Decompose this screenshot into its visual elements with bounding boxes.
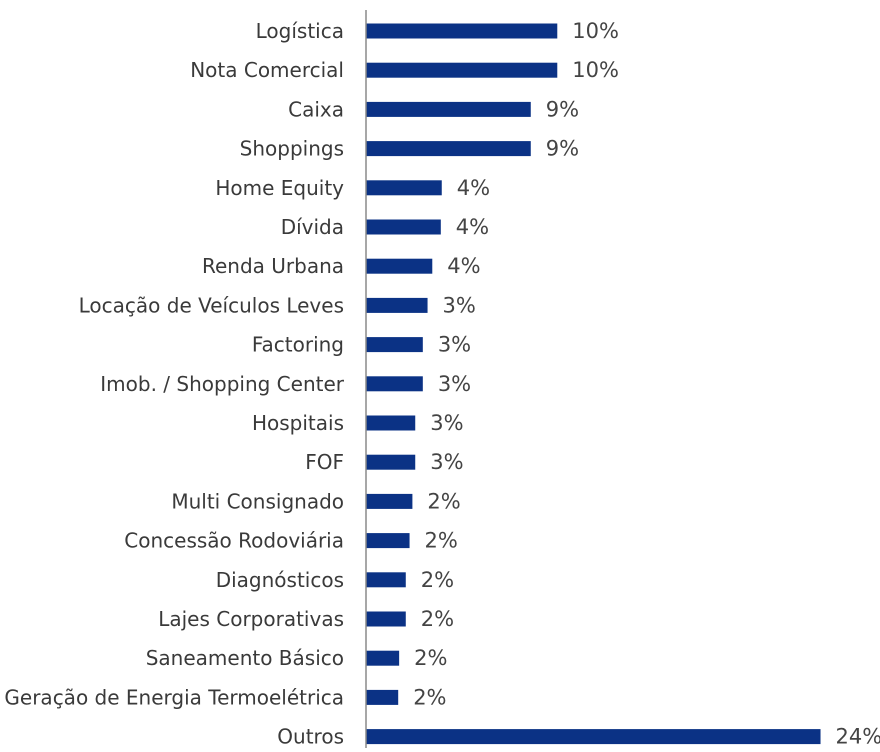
category-label-geracao-de-energia-termoeletrica: Geração de Energia Termoelétrica bbox=[4, 685, 344, 709]
category-label-multi-consignado: Multi Consignado bbox=[171, 489, 344, 513]
category-labels: Logística Nota Comercial Caixa Shoppings Hom… bbox=[4, 19, 344, 749]
bar-multi-consignado bbox=[366, 493, 413, 509]
category-label-diagnosticos: Diagnósticos bbox=[216, 568, 344, 592]
value-label-nota-comercial: 10% bbox=[572, 58, 619, 82]
category-label-factoring: Factoring bbox=[252, 333, 344, 357]
bar-hospitais bbox=[366, 415, 416, 431]
bar-caixa bbox=[366, 101, 531, 117]
category-label-saneamento-basico: Saneamento Básico bbox=[146, 646, 344, 670]
value-label-fof: 3% bbox=[430, 450, 463, 474]
bar-renda-urbana bbox=[366, 258, 433, 274]
value-label-hospitais: 3% bbox=[430, 411, 463, 435]
bar-imob-shopping-center bbox=[366, 376, 423, 392]
bar-factoring bbox=[366, 337, 423, 353]
bar-outros bbox=[366, 729, 821, 745]
category-label-hospitais: Hospitais bbox=[252, 411, 344, 435]
value-label-concessao-rodoviaria: 2% bbox=[425, 529, 458, 553]
value-labels: 10% 10% 9% 9% 4% 4% 4% 3% 3% 3% 3% 3% 2% 2% 2% 2% 2% 2% 24… bbox=[413, 19, 880, 749]
category-label-nota-comercial: Nota Comercial bbox=[190, 58, 344, 82]
bar-geracao-de-energia-termoeletrica bbox=[366, 689, 399, 705]
value-label-outros: 24% bbox=[836, 725, 880, 748]
value-label-lajes-corporativas: 2% bbox=[421, 607, 454, 631]
bar-diagnosticos bbox=[366, 572, 406, 588]
bar-fof bbox=[366, 454, 416, 470]
value-label-logistica: 10% bbox=[572, 19, 619, 43]
category-label-shoppings: Shoppings bbox=[240, 137, 344, 161]
value-label-saneamento-basico: 2% bbox=[414, 646, 447, 670]
category-label-outros: Outros bbox=[277, 725, 344, 748]
value-label-home-equity: 4% bbox=[457, 176, 490, 200]
category-label-home-equity: Home Equity bbox=[215, 176, 344, 200]
value-label-locacao-de-veiculos-leves: 3% bbox=[443, 293, 476, 317]
bar-logistica bbox=[366, 23, 558, 39]
category-label-divida: Dívida bbox=[281, 215, 344, 239]
value-label-shoppings: 9% bbox=[546, 137, 579, 161]
bar-divida bbox=[366, 219, 441, 235]
bar-shoppings bbox=[366, 141, 531, 157]
category-label-fof: FOF bbox=[305, 450, 344, 474]
value-label-factoring: 3% bbox=[438, 333, 471, 357]
category-label-renda-urbana: Renda Urbana bbox=[202, 254, 344, 278]
value-label-divida: 4% bbox=[456, 215, 489, 239]
bar-lajes-corporativas bbox=[366, 611, 406, 627]
category-label-lajes-corporativas: Lajes Corporativas bbox=[158, 607, 344, 631]
bar-locacao-de-veiculos-leves bbox=[366, 297, 428, 313]
value-label-imob-shopping-center: 3% bbox=[438, 372, 471, 396]
value-label-geracao-de-energia-termoeletrica: 2% bbox=[413, 685, 446, 709]
bar-nota-comercial bbox=[366, 62, 558, 78]
category-label-imob-shopping-center: Imob. / Shopping Center bbox=[100, 372, 344, 396]
bar-home-equity bbox=[366, 180, 442, 196]
value-label-diagnosticos: 2% bbox=[421, 568, 454, 592]
value-label-multi-consignado: 2% bbox=[427, 489, 460, 513]
bars bbox=[366, 23, 821, 745]
category-label-logistica: Logística bbox=[256, 19, 344, 43]
bar-saneamento-basico bbox=[366, 650, 400, 666]
category-label-concessao-rodoviaria: Concessão Rodoviária bbox=[124, 529, 344, 553]
category-label-locacao-de-veiculos-leves: Locação de Veículos Leves bbox=[79, 293, 344, 317]
category-label-caixa: Caixa bbox=[288, 97, 344, 121]
value-label-caixa: 9% bbox=[546, 97, 579, 121]
bar-concessao-rodoviaria bbox=[366, 533, 410, 549]
value-label-renda-urbana: 4% bbox=[447, 254, 480, 278]
